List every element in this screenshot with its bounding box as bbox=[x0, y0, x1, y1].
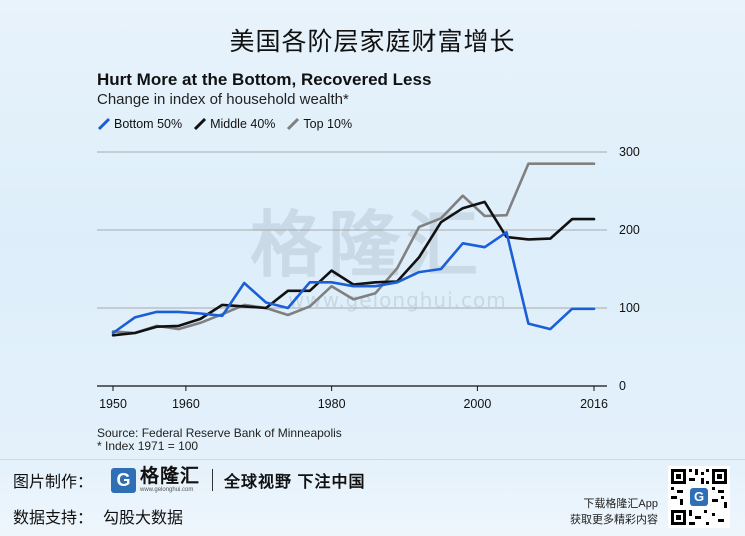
legend-label-bottom50: Bottom 50% bbox=[114, 117, 183, 131]
qr-code-icon[interactable]: G bbox=[668, 466, 730, 528]
footer-made-by: 图片制作： G 格隆汇 www.gelonghui.com 全球视野 下注中国 bbox=[13, 467, 365, 493]
chart-legend: Bottom 50% Middle 40% Top 10% bbox=[97, 116, 363, 132]
data-value: 勾股大数据 bbox=[103, 510, 184, 527]
x-tick-label-1960: 1960 bbox=[172, 397, 200, 411]
page-title: 美国各阶层家庭财富增长 bbox=[229, 27, 516, 56]
legend-item-bottom50: Bottom 50% bbox=[97, 117, 182, 131]
footer-divider bbox=[0, 459, 745, 460]
footer-separator bbox=[212, 469, 214, 491]
legend-label-top10: Top 10% bbox=[303, 117, 353, 131]
series-line-bottom-50- bbox=[111, 231, 596, 335]
legend-label-middle40: Middle 40% bbox=[210, 117, 276, 131]
x-tick-label-2000: 2000 bbox=[463, 397, 491, 411]
x-tick-label-1950: 1950 bbox=[99, 397, 127, 411]
app-line2: 获取更多精彩内容 bbox=[570, 514, 658, 526]
brand-mark-icon: G bbox=[111, 467, 137, 493]
made-label: 图片制作： bbox=[13, 474, 94, 491]
app-line1: 下载格隆汇App bbox=[583, 498, 658, 510]
legend-item-top10: Top 10% bbox=[286, 117, 352, 131]
y-tick-label-100: 100 bbox=[619, 301, 640, 315]
legend-item-middle40: Middle 40% bbox=[193, 117, 275, 131]
y-tick-label-200: 200 bbox=[619, 223, 640, 237]
brand-url: www.gelonghui.com bbox=[140, 487, 194, 493]
series-line-top-10- bbox=[111, 162, 596, 335]
brand-name-box: 格隆汇 www.gelonghui.com bbox=[140, 467, 200, 493]
chart-title: Hurt More at the Bottom, Recovered Less bbox=[97, 70, 432, 89]
footnote-line: * Index 1971 = 100 bbox=[97, 439, 199, 453]
legend-swatch-bottom50 bbox=[97, 117, 111, 131]
svg-text:G: G bbox=[694, 489, 704, 504]
source-line: Source: Federal Reserve Bank of Minneapo… bbox=[97, 426, 342, 440]
legend-swatch-top10 bbox=[287, 117, 300, 131]
y-tick-label-300: 300 bbox=[619, 145, 640, 159]
series-line-middle-40- bbox=[111, 200, 596, 337]
watermark-text: 格隆汇 bbox=[250, 203, 485, 287]
brand-slogan: 全球视野 下注中国 bbox=[224, 474, 366, 491]
data-label: 数据支持： bbox=[13, 510, 94, 527]
legend-swatch-middle40 bbox=[194, 117, 207, 131]
x-tick-label-1980: 1980 bbox=[318, 397, 346, 411]
footer-data-support: 数据支持： 勾股大数据 bbox=[13, 504, 183, 528]
y-tick-label-0: 0 bbox=[619, 379, 626, 393]
app-download-text: 下载格隆汇App 获取更多精彩内容 bbox=[570, 496, 658, 528]
brand-name: 格隆汇 bbox=[140, 466, 201, 487]
brand-logo: G 格隆汇 www.gelonghui.com bbox=[111, 467, 200, 493]
chart-subtitle: Change in index of household wealth* bbox=[97, 91, 349, 108]
x-tick-label-2016: 2016 bbox=[580, 397, 608, 411]
chart-source: Source: Federal Reserve Bank of Minneapo… bbox=[97, 427, 342, 453]
